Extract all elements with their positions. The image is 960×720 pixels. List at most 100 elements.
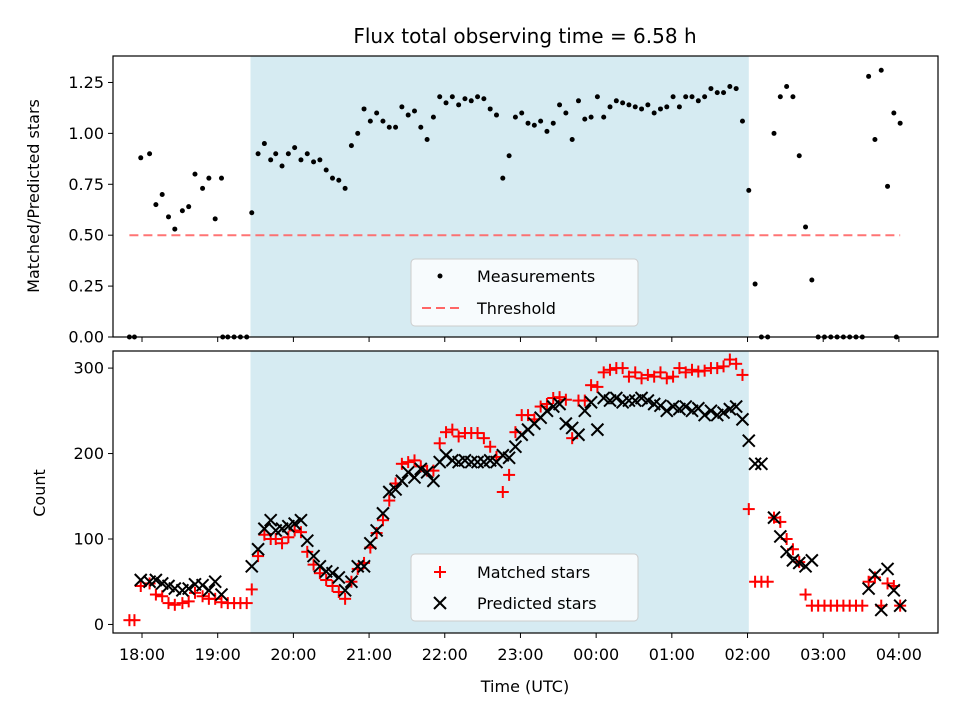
measurement-point — [411, 108, 417, 114]
measurement-point — [456, 102, 462, 108]
measurement-point — [582, 116, 588, 122]
predicted-star-point — [388, 482, 403, 497]
matched-star-point — [376, 514, 389, 527]
predicted-star-point — [181, 581, 196, 596]
measurement-point — [487, 106, 493, 112]
matched-star-point — [440, 426, 453, 439]
measurement-point — [752, 281, 758, 287]
measurement-point — [544, 128, 550, 134]
y-tick-label: 0.75 — [68, 175, 104, 194]
measurement-point — [746, 187, 752, 193]
predicted-star-point — [805, 553, 819, 568]
measurement-point — [430, 114, 436, 120]
measurement-point — [714, 90, 720, 96]
predicted-star-point — [540, 404, 554, 418]
predicted-star-point — [300, 534, 314, 548]
predicted-star-point — [338, 583, 352, 597]
measurement-point — [664, 104, 670, 110]
ratio-y-axis-title: Matched/Predicted stars — [24, 99, 43, 293]
y-tick-label: 100 — [73, 530, 104, 549]
measurement-point — [588, 114, 594, 120]
predicted-star-point — [578, 404, 592, 418]
measurement-point — [462, 96, 468, 102]
measurement-point — [285, 151, 291, 157]
count-y-ticks: 0 100 200 300 — [73, 359, 113, 634]
measurement-point — [708, 86, 714, 92]
predicted-star-point — [716, 405, 731, 420]
matched-star-point — [597, 366, 610, 379]
measurement-point — [380, 118, 386, 124]
measurement-point — [255, 151, 261, 157]
measurements-legend-label: Measurements — [477, 267, 595, 286]
measurement-point — [550, 120, 556, 126]
matched-star-point — [414, 460, 427, 473]
measurement-point — [897, 120, 903, 126]
matched-star-point — [196, 590, 209, 603]
measurement-point — [601, 114, 607, 120]
measurement-point — [784, 84, 790, 90]
measurement-point — [563, 110, 569, 116]
predicted-star-point — [880, 562, 895, 576]
measurement-point — [172, 226, 178, 232]
measurement-point — [620, 100, 626, 106]
measurement-point — [367, 118, 373, 124]
matched-star-point — [320, 574, 333, 587]
measurement-point — [613, 98, 619, 104]
matched-star-point — [433, 437, 446, 450]
measurement-point — [329, 175, 335, 181]
measurement-point — [657, 106, 663, 112]
measurement-point — [405, 112, 411, 118]
matched-star-point — [288, 524, 301, 537]
measurements-legend-marker — [437, 273, 443, 279]
predicted-star-point — [584, 395, 598, 409]
predicted-star-point — [251, 542, 265, 556]
predicted-star-point — [426, 474, 441, 488]
matched-star-point — [477, 432, 490, 445]
matched-star-point — [269, 533, 282, 545]
measurement-point — [639, 106, 645, 112]
measurement-point — [186, 204, 192, 210]
measurement-point — [399, 104, 405, 110]
matched-star-point — [282, 531, 295, 544]
matched-star-point — [862, 575, 875, 588]
count-panel: 0 100 200 300 18:00 19:00 20:00 21:00 22:00 23:0… — [30, 350, 939, 696]
y-tick-label: 1.25 — [68, 73, 104, 92]
measurement-point — [386, 124, 392, 130]
measurement-point — [803, 224, 809, 230]
x-tick-label: 00:00 — [573, 645, 619, 664]
measurement-point — [670, 94, 676, 100]
x-axis-title: Time (UTC) — [480, 677, 569, 696]
matched-star-point — [723, 353, 736, 366]
measurement-point — [437, 94, 443, 100]
matched-star-point — [761, 575, 774, 588]
measurement-point — [651, 110, 657, 116]
matched-star-point — [616, 362, 629, 375]
measurement-point — [292, 145, 298, 151]
predicted-star-point — [729, 399, 743, 414]
measurement-point — [538, 118, 544, 124]
measurement-point — [424, 136, 430, 142]
predicted-star-point — [306, 549, 321, 563]
ratio-legend: Measurements Threshold — [410, 258, 639, 327]
predicted-star-point — [622, 393, 636, 408]
predicted-star-point — [407, 470, 422, 485]
measurement-point — [727, 84, 733, 90]
predicted-star-point — [874, 603, 888, 617]
matched-star-point — [452, 430, 465, 443]
y-tick-label: 0 — [94, 615, 104, 634]
measurement-point — [393, 124, 399, 130]
matched-star-point — [156, 590, 169, 603]
matched-star-point — [326, 580, 339, 592]
predicted-star-point — [357, 559, 371, 574]
measurement-point — [336, 177, 342, 183]
predicted-star-point — [149, 573, 163, 587]
matched-star-point — [446, 423, 459, 436]
predicted-star-point — [369, 523, 384, 538]
matched-star-point — [252, 550, 265, 563]
measurement-point — [525, 120, 531, 126]
y-tick-label: 0.25 — [68, 277, 104, 296]
predicted-star-point — [559, 416, 573, 431]
predicted-star-point — [420, 465, 434, 480]
count-plot-frame — [112, 350, 939, 634]
matched-star-point — [799, 588, 812, 601]
